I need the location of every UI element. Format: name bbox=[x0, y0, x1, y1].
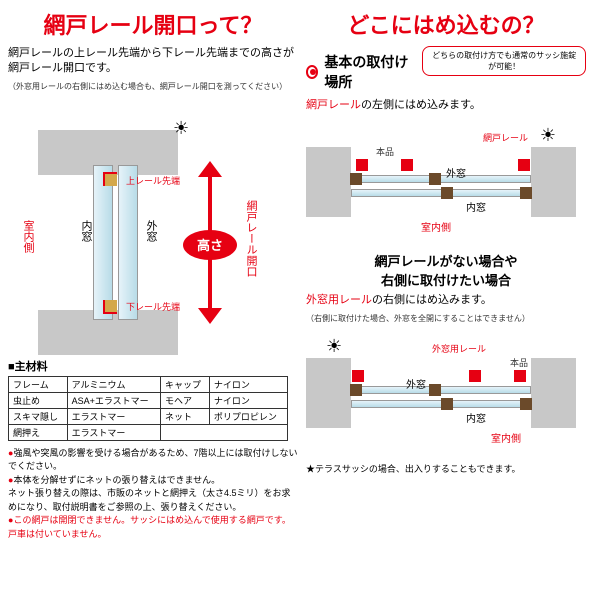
materials-section: ■主材料 フレームアルミニウムキャップナイロン 虫止めASA+エラストマーモヘア… bbox=[8, 358, 298, 441]
materials-title: ■主材料 bbox=[8, 358, 298, 374]
sec2-title: 網戸レールがない場合や右側に取付けたい場合 bbox=[306, 251, 586, 289]
left-title: 網戸レール開口って？ bbox=[8, 8, 298, 40]
sash-end bbox=[350, 173, 362, 185]
diagram-sec2: ☀ 外窓用レール 本品 外窓 内窓 室内側 bbox=[306, 328, 576, 458]
frame-left bbox=[306, 147, 351, 217]
sec1-text: 網戸レールの左側にはめ込みます。 bbox=[306, 98, 586, 113]
materials-table: フレームアルミニウムキャップナイロン 虫止めASA+エラストマーモヘアナイロン … bbox=[8, 376, 288, 441]
rail-label-2: 外窓用レール bbox=[432, 342, 486, 355]
left-subnote: （外窓用レールの右側にはめ込む場合も、網戸レール開口を測ってください） bbox=[8, 81, 298, 92]
diagram-rail-opening: ☀ 室内側 内窓 外窓 上レール先端 下レール先端 高さ 網戸レール開口 bbox=[8, 100, 288, 350]
height-vert-label: 網戸レール開口 bbox=[243, 200, 259, 277]
rail-box bbox=[518, 159, 530, 171]
right-title: どこにはめ込むの？ bbox=[306, 8, 586, 40]
rail-box bbox=[352, 370, 364, 382]
sec2-text: 外窓用レールの右側にはめ込みます。 bbox=[306, 293, 586, 308]
sash-end bbox=[429, 384, 441, 396]
product-box bbox=[514, 370, 526, 382]
upper-rail-label: 上レール先端 bbox=[126, 174, 180, 187]
product-box bbox=[401, 159, 413, 171]
lower-rail-label: 下レール先端 bbox=[126, 300, 180, 313]
sash-end bbox=[441, 187, 453, 199]
height-oval: 高さ bbox=[183, 230, 237, 260]
indoor-label: 室内側 bbox=[421, 219, 451, 234]
frame-right bbox=[531, 147, 576, 217]
sash-end bbox=[429, 173, 441, 185]
outer-label: 外窓 bbox=[143, 220, 159, 242]
sun-icon: ☀ bbox=[326, 336, 342, 357]
product-label-1: 本品 bbox=[376, 145, 394, 158]
sash-end bbox=[441, 398, 453, 410]
sec1-title: 基本の取付け場所 bbox=[324, 52, 418, 92]
rail-label-1: 網戸レール bbox=[483, 131, 528, 144]
rail-outer bbox=[351, 386, 531, 394]
sash-end bbox=[520, 398, 532, 410]
outer-window-label: 外窓 bbox=[406, 376, 426, 391]
product-box bbox=[469, 370, 481, 382]
product-label-2: 本品 bbox=[510, 356, 528, 369]
product-box bbox=[356, 159, 368, 171]
dot-icon bbox=[306, 65, 318, 79]
diagram-sec1: ☀ 網戸レール 本品 外窓 内窓 室内側 bbox=[306, 117, 576, 247]
sash-end bbox=[350, 384, 362, 396]
sec1-callout: どちらの取付け方でも通常のサッシ施錠が可能！ bbox=[422, 46, 586, 76]
frame-left bbox=[306, 358, 351, 428]
indoor-label: 室内側 bbox=[20, 220, 36, 253]
inner-window-label: 内窓 bbox=[466, 199, 486, 214]
upper-rail-bracket bbox=[103, 172, 117, 186]
inner-window-label: 内窓 bbox=[466, 410, 486, 425]
sec1-header: 基本の取付け場所 bbox=[306, 52, 418, 92]
sun-icon: ☀ bbox=[540, 125, 556, 146]
sec2-note: （右側に取付けた場合、外窓を全開にすることはできません） bbox=[306, 313, 586, 324]
glass-inner bbox=[93, 165, 113, 320]
sash-end bbox=[520, 187, 532, 199]
notes-section: ●強風や突風の影響を受ける場合があるため、7階以上には取付けしないでください。 … bbox=[8, 447, 298, 542]
rail-outer bbox=[351, 175, 531, 183]
sun-icon: ☀ bbox=[173, 118, 189, 139]
glass-outer bbox=[118, 165, 138, 320]
inner-label: 内窓 bbox=[78, 220, 94, 242]
left-subtitle: 網戸レールの上レール先端から下レール先端までの高さが網戸レール開口です。 bbox=[8, 46, 298, 77]
frame-right bbox=[531, 358, 576, 428]
lower-rail-bracket bbox=[103, 300, 117, 314]
outer-window-label: 外窓 bbox=[446, 165, 466, 180]
star-note: ★テラスサッシの場合、出入りすることもできます。 bbox=[306, 462, 586, 475]
indoor-label: 室内側 bbox=[491, 430, 521, 445]
